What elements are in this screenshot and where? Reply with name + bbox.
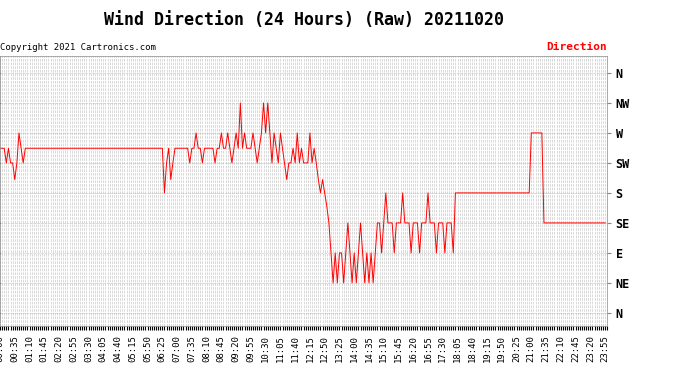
Text: Copyright 2021 Cartronics.com: Copyright 2021 Cartronics.com	[0, 43, 156, 52]
Text: Direction: Direction	[546, 42, 607, 52]
Text: Wind Direction (24 Hours) (Raw) 20211020: Wind Direction (24 Hours) (Raw) 20211020	[104, 11, 504, 29]
